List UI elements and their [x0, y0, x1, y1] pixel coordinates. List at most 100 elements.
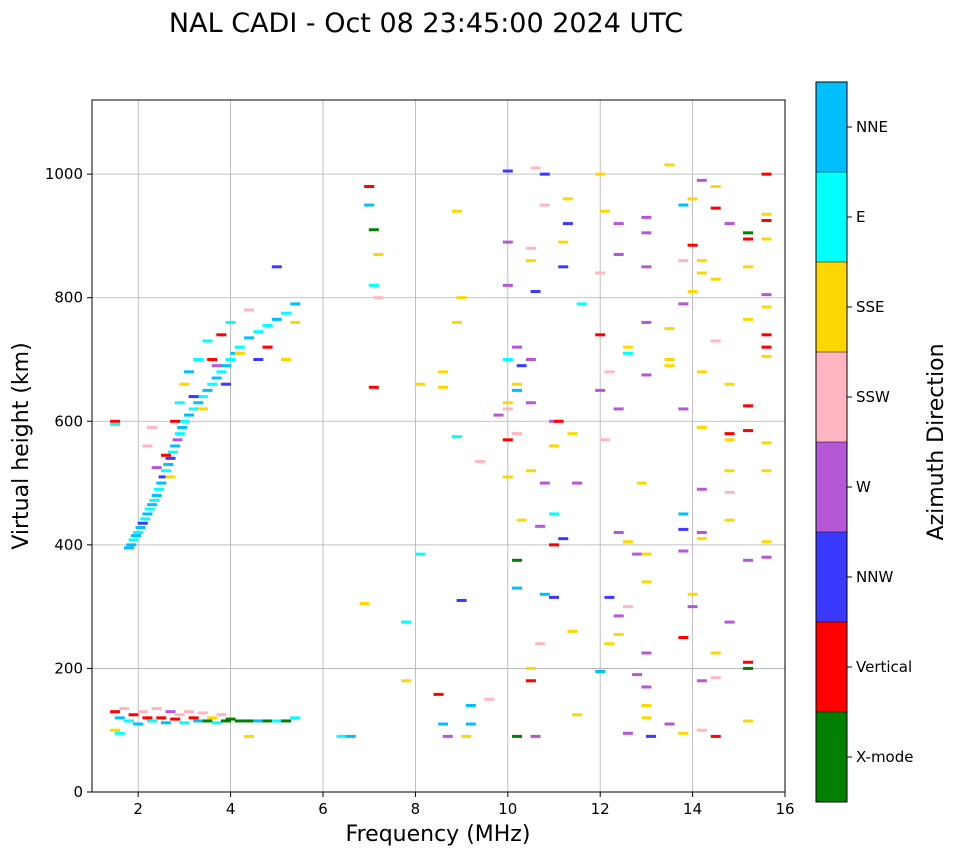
echo-point-204: [622, 605, 633, 609]
echo-point-165: [525, 679, 536, 683]
echo-point-61: [220, 382, 231, 386]
echo-point-158: [539, 172, 550, 176]
echo-point-41: [262, 324, 273, 328]
echo-point-109: [364, 203, 375, 207]
echo-point-63: [234, 351, 245, 355]
echo-point-225: [664, 722, 675, 726]
echo-point-23: [172, 438, 183, 442]
echo-point-244: [696, 531, 707, 534]
echo-point-93: [207, 716, 218, 720]
echo-point-166: [530, 734, 541, 738]
echo-point-163: [539, 592, 550, 596]
echo-point-44: [290, 302, 301, 306]
echo-point-160: [525, 469, 536, 473]
echo-point-207: [632, 552, 643, 556]
x-tick-label-5: 12: [591, 800, 610, 818]
echo-point-216: [641, 373, 652, 377]
echo-point-220: [641, 716, 652, 720]
echo-point-6: [133, 531, 144, 534]
echo-point-223: [664, 358, 675, 361]
echo-point-205: [622, 731, 633, 735]
echo-point-45: [142, 444, 153, 448]
echo-point-8: [137, 521, 148, 525]
echo-point-51: [174, 401, 185, 405]
colorbar-label-sse: SSE: [856, 298, 885, 316]
echo-point-151: [516, 518, 527, 522]
echo-point-144: [512, 382, 523, 386]
echo-point-286: [761, 540, 772, 544]
echo-point-256: [710, 734, 721, 738]
echo-point-13: [149, 498, 160, 502]
echo-point-100: [253, 719, 264, 723]
echo-point-153: [525, 259, 536, 263]
echo-point-189: [595, 670, 606, 674]
echo-point-34: [216, 370, 227, 374]
echo-point-197: [613, 407, 624, 411]
echo-point-150: [512, 586, 523, 590]
echo-point-196: [613, 252, 624, 256]
echo-point-233: [678, 636, 689, 640]
echo-point-48: [160, 453, 171, 457]
echo-point-208: [636, 481, 647, 485]
echo-point-261: [724, 469, 735, 473]
echo-point-26: [179, 419, 190, 423]
echo-point-103: [281, 719, 292, 723]
colorbar-segment-ssw: [816, 352, 847, 442]
echo-point-10: [142, 512, 153, 516]
echo-point-168: [535, 642, 546, 646]
echo-point-98: [234, 719, 245, 723]
echo-point-243: [696, 487, 707, 491]
echo-point-255: [710, 676, 721, 680]
echo-point-87: [179, 721, 190, 725]
echo-point-234: [678, 731, 689, 735]
echo-point-252: [710, 277, 721, 281]
echo-point-5: [130, 534, 141, 538]
echo-point-119: [415, 382, 426, 386]
echo-point-230: [678, 512, 689, 516]
echo-point-171: [549, 444, 559, 448]
echo-point-193: [604, 595, 615, 599]
echo-point-245: [696, 537, 707, 541]
echo-point-120: [438, 370, 449, 374]
echo-point-35: [220, 364, 231, 368]
colorbar-label-nne: NNE: [856, 118, 888, 136]
echo-point-14: [151, 493, 162, 497]
echo-point-139: [502, 358, 513, 361]
echo-point-131: [465, 722, 476, 726]
echo-point-38: [234, 345, 245, 349]
y-tick-label-4: 800: [54, 289, 83, 307]
colorbar-segment-vertical: [816, 622, 847, 712]
echo-point-231: [678, 527, 689, 531]
echo-point-64: [244, 308, 255, 312]
echo-point-36: [225, 358, 236, 361]
echo-point-47: [151, 466, 162, 470]
colorbar-segment-nne: [816, 82, 847, 172]
echo-point-284: [761, 441, 772, 445]
echo-point-29: [193, 401, 204, 405]
echo-point-285: [761, 469, 772, 473]
echo-point-73: [114, 731, 125, 735]
echo-point-275: [761, 172, 772, 176]
y-tick-label-2: 400: [54, 536, 83, 554]
x-axis-label: Frequency (MHz): [346, 822, 531, 847]
echo-point-113: [373, 296, 384, 300]
y-tick-label-3: 600: [54, 412, 83, 430]
echo-point-25: [177, 425, 188, 429]
echo-point-50: [170, 419, 181, 423]
echo-point-218: [641, 580, 652, 584]
echo-point-126: [433, 692, 444, 696]
echo-point-123: [456, 296, 467, 300]
echo-point-249: [696, 728, 707, 732]
echo-point-59: [211, 364, 222, 368]
echo-point-152: [525, 246, 536, 250]
echo-point-42: [271, 317, 282, 321]
echo-point-241: [696, 370, 707, 374]
echo-point-3: [126, 543, 137, 547]
echo-point-175: [549, 595, 559, 599]
echo-point-195: [613, 222, 624, 226]
echo-point-159: [539, 203, 550, 207]
echo-point-227: [678, 259, 689, 263]
echo-point-130: [465, 704, 476, 707]
echo-point-32: [207, 382, 218, 386]
colorbar-label-ssw: SSW: [856, 388, 890, 406]
